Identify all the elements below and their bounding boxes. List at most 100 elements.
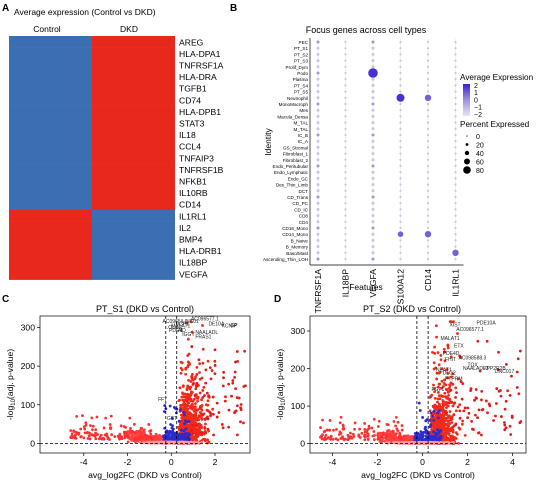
volcano-point-up	[207, 394, 211, 398]
volcano-point-up	[182, 398, 186, 402]
dotplot-dot	[316, 220, 320, 224]
heatmap-cell	[92, 59, 175, 72]
dotplot-dot	[371, 257, 375, 261]
volcano-point-down	[97, 437, 101, 441]
volcano-gene-label: GST	[167, 416, 177, 422]
volcano-point-down	[144, 433, 148, 437]
legend-pct-dot	[464, 150, 470, 156]
dotplot-identity-label: PT_S2	[294, 52, 308, 57]
volcano-point-base	[423, 440, 427, 444]
volcano-point-down	[401, 438, 404, 441]
volcano-point-up	[205, 391, 209, 395]
volcano-point-down	[128, 416, 132, 420]
volcano-point-up	[211, 413, 215, 416]
volcano-point-up	[189, 404, 192, 408]
volcano-point-up	[179, 422, 182, 426]
volcano-point-up	[201, 324, 204, 327]
dotplot-dot	[426, 183, 430, 186]
dotplot-dot	[426, 53, 430, 56]
volcano-point-up	[439, 394, 443, 398]
volcano-point-up	[233, 375, 237, 379]
dotplot-dot	[397, 231, 404, 237]
heatmap-cell	[9, 94, 92, 106]
volcano-point-up	[518, 349, 522, 353]
volcano-point-down	[75, 430, 78, 434]
volcano-point-ns	[167, 433, 170, 437]
volcano-point-up	[212, 433, 215, 437]
volcano-point-up	[460, 397, 464, 401]
dotplot-dot	[344, 133, 347, 137]
volcano-gene-label: ETX	[454, 344, 464, 350]
volcano-point-up	[433, 407, 437, 410]
volcano-point-up	[184, 405, 188, 408]
volcano-point-base	[421, 441, 424, 445]
dotplot-identity-label: Baso/Mast	[286, 251, 308, 256]
dotplot-dot	[399, 239, 402, 242]
dotplot-dot	[426, 189, 430, 192]
dotplot-dot	[399, 195, 402, 199]
heatmap-row-label: IL10RB	[179, 188, 208, 198]
dotplot-dot	[454, 257, 457, 261]
heatmap-row-label: NFKB1	[179, 176, 207, 186]
dotplot-dot	[344, 53, 347, 56]
legend-expr-tick: −1	[474, 105, 482, 112]
dotplot-dot	[344, 78, 347, 81]
volcano-y-axis-label: -log10(adj. p-value)	[5, 349, 17, 420]
dotplot-dot	[316, 232, 320, 236]
heatmap-row-label: TNFRSF1B	[179, 165, 224, 175]
volcano-point-up	[201, 361, 205, 365]
volcano-point-ns	[417, 401, 421, 405]
volcano-point-up	[213, 372, 217, 376]
heatmap-cell	[92, 82, 175, 95]
volcano-point-up	[456, 405, 460, 409]
dotplot-dot	[316, 121, 320, 125]
dotplot-dot	[454, 90, 457, 93]
volcano-y-tick-label: 0	[300, 439, 305, 449]
dotplot-identity-label: CD_PC	[292, 201, 308, 206]
dotplot-dot	[371, 189, 375, 193]
volcano-point-down	[104, 416, 108, 420]
volcano-gene-label: FFT	[158, 397, 167, 403]
dotplot-dot	[316, 108, 320, 112]
volcano-point-ns	[432, 409, 436, 413]
dotplot-dot	[344, 121, 347, 124]
volcano-point-ns	[186, 435, 189, 439]
volcano-point-up	[497, 350, 500, 354]
volcano-point-up	[471, 427, 474, 431]
dotplot-dot	[371, 152, 375, 156]
dotplot-dot	[371, 40, 375, 44]
dotplot-dot	[399, 146, 402, 149]
dotplot-dot	[316, 83, 320, 87]
heatmap-cells	[9, 36, 175, 280]
volcano-point-down	[149, 437, 153, 441]
dotplot-dot	[371, 232, 375, 236]
heatmap-cell	[92, 221, 175, 234]
volcano-point-base	[411, 441, 415, 445]
volcano-point-up	[450, 428, 454, 432]
volcano-point-up	[476, 416, 479, 420]
volcano-point-up	[200, 408, 204, 412]
heatmap-row-label: CD74	[179, 95, 201, 105]
dotplot-dot	[316, 71, 320, 75]
dotplot-dot	[316, 201, 320, 205]
dotplot-dot	[344, 164, 347, 168]
volcano-point-ns	[171, 434, 175, 438]
volcano-point-down	[329, 434, 333, 438]
volcano-point-up	[454, 409, 458, 413]
volcano-point-up	[192, 397, 196, 401]
volcano-point-up	[500, 415, 503, 418]
volcano-point-up	[445, 422, 449, 426]
volcano-point-up	[458, 409, 462, 413]
volcano-point-down	[90, 433, 93, 437]
dotplot-dot	[454, 121, 457, 124]
dotplot-dot	[454, 177, 457, 180]
dotplot-dot	[316, 164, 320, 168]
volcano-point-down	[93, 434, 97, 438]
volcano-point-up	[186, 413, 190, 417]
volcano-point-up	[187, 352, 191, 356]
volcano-point-ns	[182, 411, 186, 414]
volcano-point-up	[437, 363, 441, 367]
volcano-point-up	[438, 397, 442, 401]
dotplot-dot	[454, 164, 457, 168]
volcano-point-down	[391, 432, 394, 436]
